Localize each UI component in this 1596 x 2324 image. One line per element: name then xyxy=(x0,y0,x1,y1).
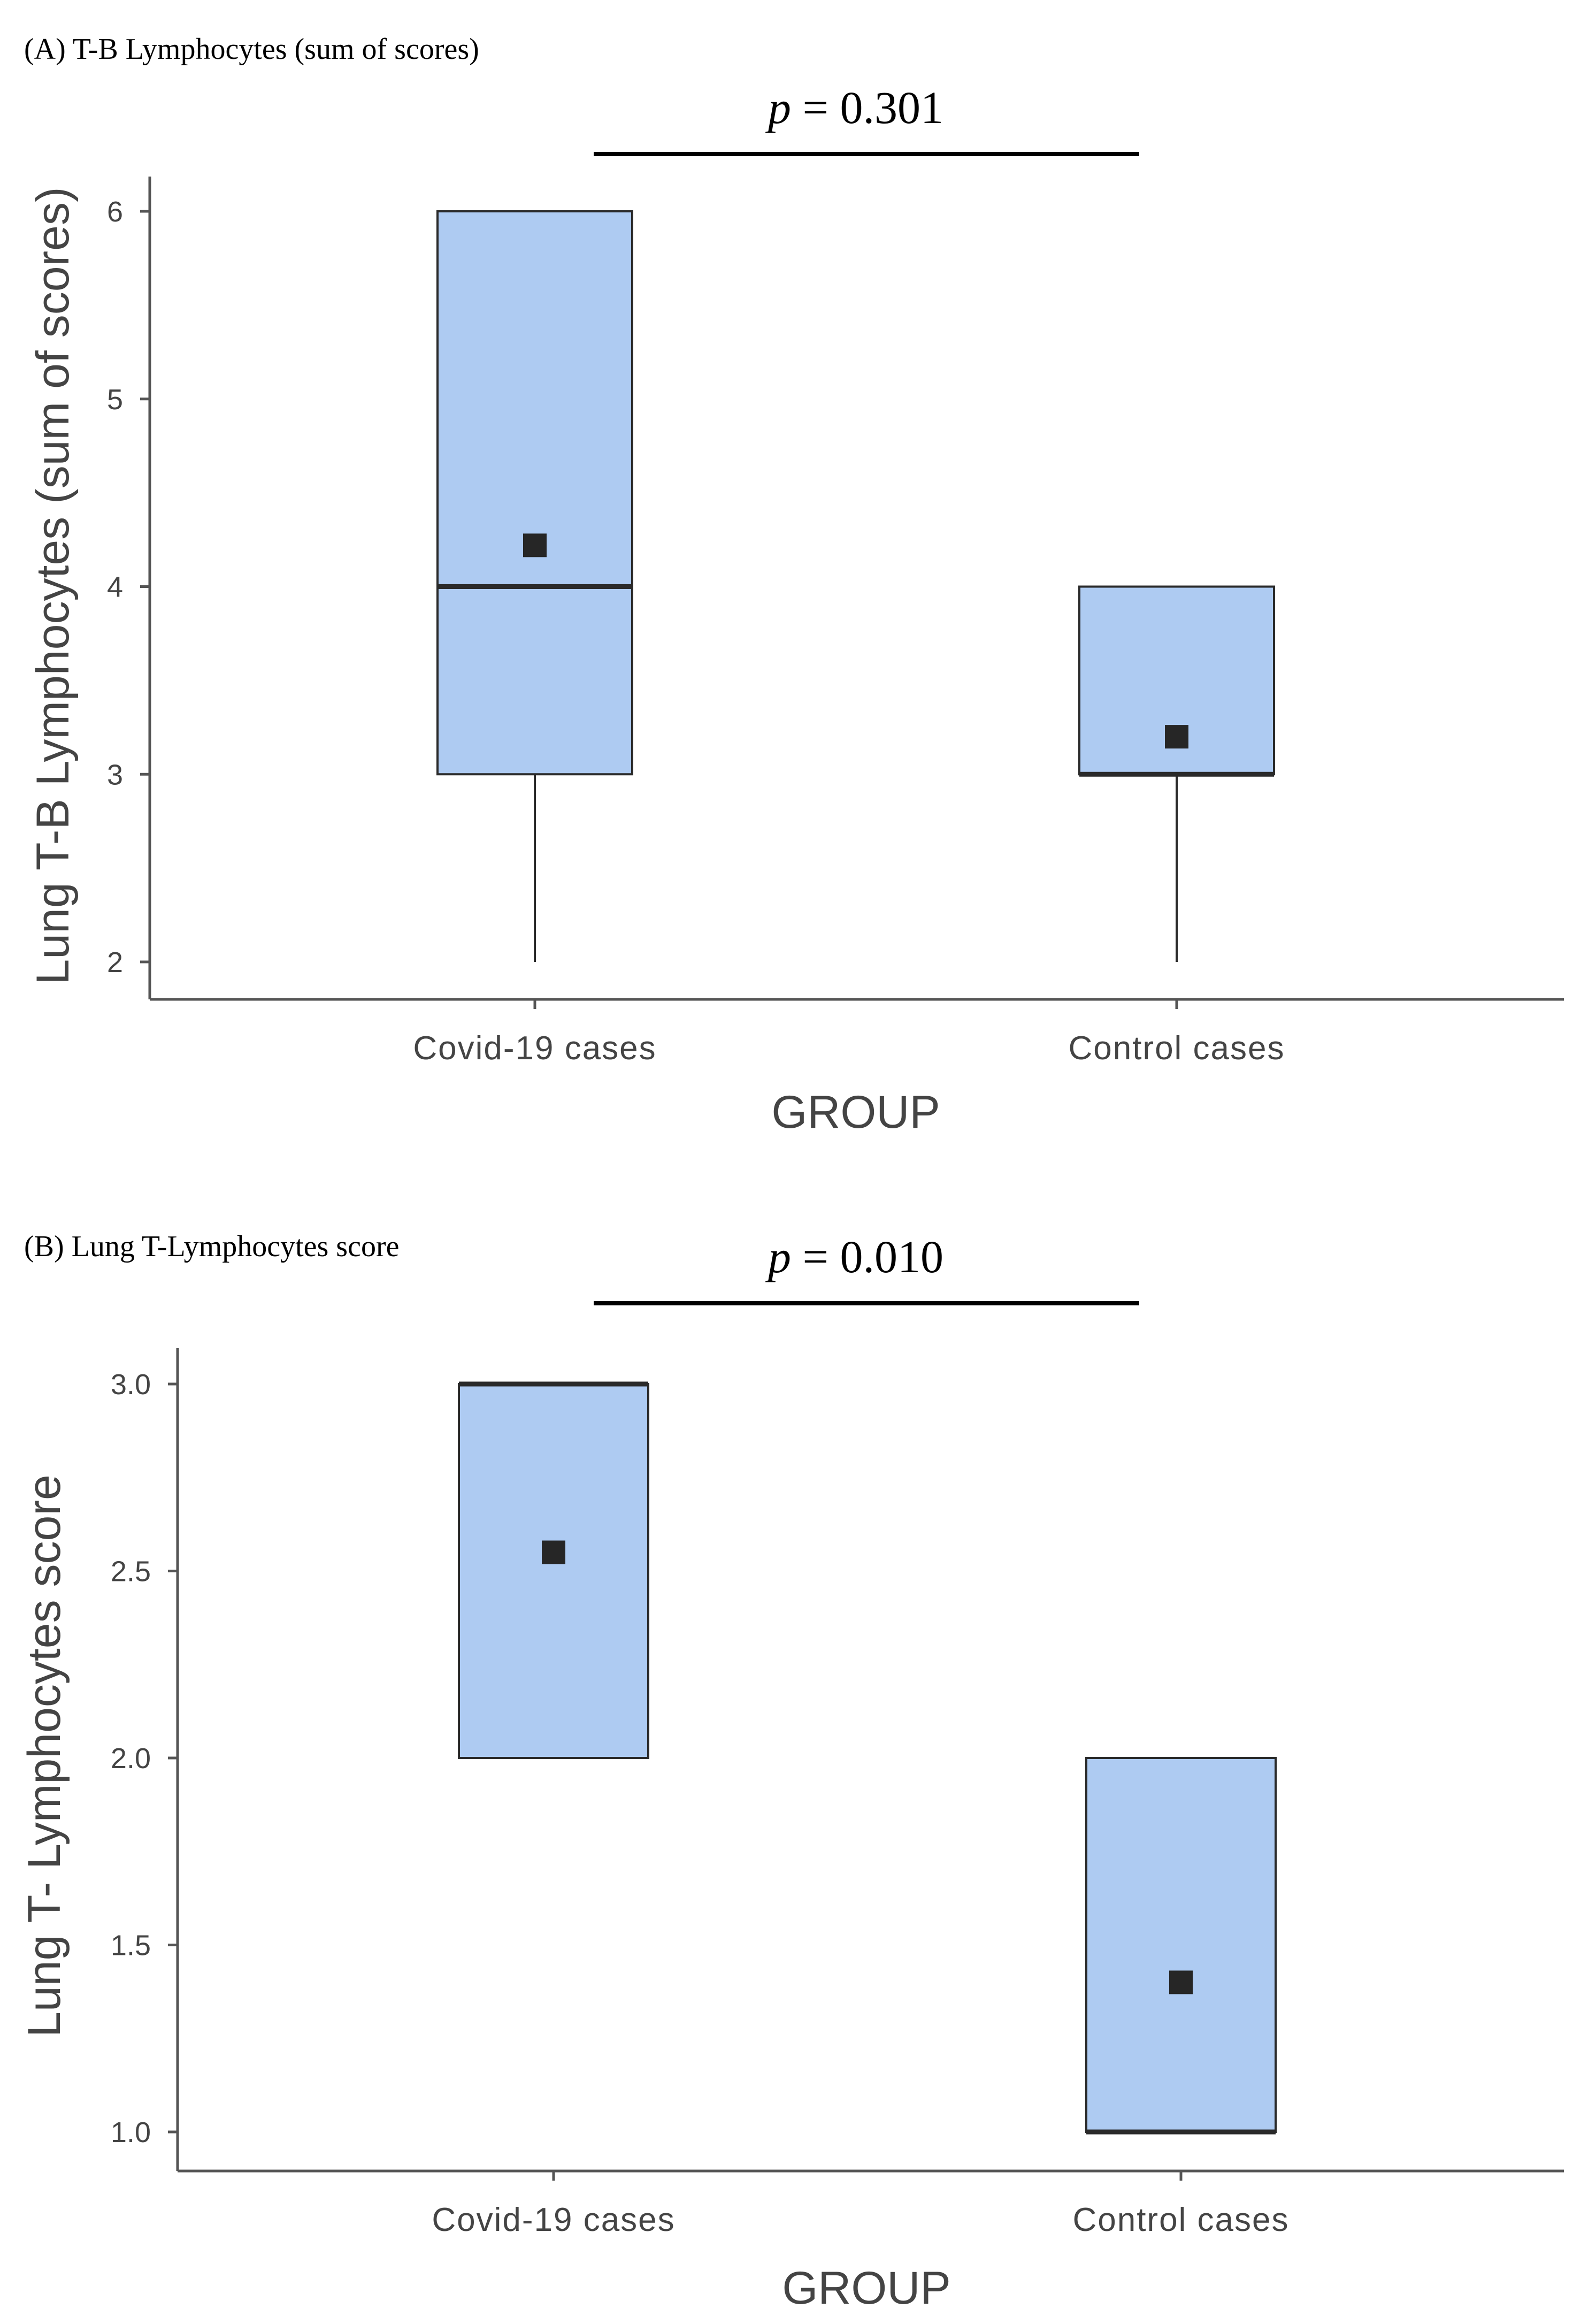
x-axis-title: GROUP xyxy=(782,2262,950,2314)
chart-panel-b: (B) Lung T-Lymphocytes score p = 0.010 1.0… xyxy=(19,1230,1564,2314)
mean-marker xyxy=(1169,1970,1193,1994)
box-body xyxy=(1085,1757,1277,2133)
box-control-cases xyxy=(1085,1757,1277,2135)
box-body xyxy=(458,1383,649,1759)
p-value-text: = 0.301 xyxy=(791,82,943,133)
y-axis-title: Lung T-B Lymphocytes (sum of scores) xyxy=(27,187,79,984)
mean-marker xyxy=(542,1540,565,1564)
y-tick-label: 1.5 xyxy=(111,1930,151,1962)
p-value-symbol: p xyxy=(765,1231,791,1282)
x-category-label: Control cases xyxy=(1068,1030,1285,1067)
p-value-text: = 0.010 xyxy=(791,1231,943,1282)
y-tick-label: 1.0 xyxy=(111,2116,151,2149)
y-tick-label: 3 xyxy=(107,759,123,791)
y-tick-label: 6 xyxy=(107,196,123,228)
panel-title: (B) Lung T-Lymphocytes score xyxy=(24,1230,399,1263)
y-tick-label: 4 xyxy=(107,571,123,603)
box-covid-19-cases xyxy=(436,210,633,962)
mean-marker xyxy=(1165,725,1188,749)
x-axis-title: GROUP xyxy=(771,1087,940,1138)
y-axis-title: Lung T- Lymphocytes score xyxy=(19,1474,70,2037)
y-tick-label: 5 xyxy=(107,384,123,416)
mean-marker xyxy=(523,533,547,557)
p-value-symbol: p xyxy=(765,82,791,133)
box-covid-19-cases xyxy=(458,1381,649,1759)
y-tick-label: 2.5 xyxy=(111,1556,151,1588)
x-category-label: Covid-19 cases xyxy=(432,2201,675,2238)
x-category-label: Covid-19 cases xyxy=(413,1030,656,1067)
y-tick-label: 2.0 xyxy=(111,1742,151,1775)
y-tick-label: 2 xyxy=(107,946,123,978)
x-category-label: Control cases xyxy=(1072,2201,1289,2238)
chart-panel-a: (A) T-B Lymphocytes (sum of scores) p = 0… xyxy=(24,33,1564,1138)
p-value-annotation: p = 0.010 xyxy=(765,1231,943,1282)
p-value-annotation: p = 0.301 xyxy=(765,82,943,133)
box-control-cases xyxy=(1078,585,1275,962)
box-body xyxy=(436,210,633,776)
panel-title: (A) T-B Lymphocytes (sum of scores) xyxy=(24,33,479,66)
y-tick-label: 3.0 xyxy=(111,1369,151,1401)
